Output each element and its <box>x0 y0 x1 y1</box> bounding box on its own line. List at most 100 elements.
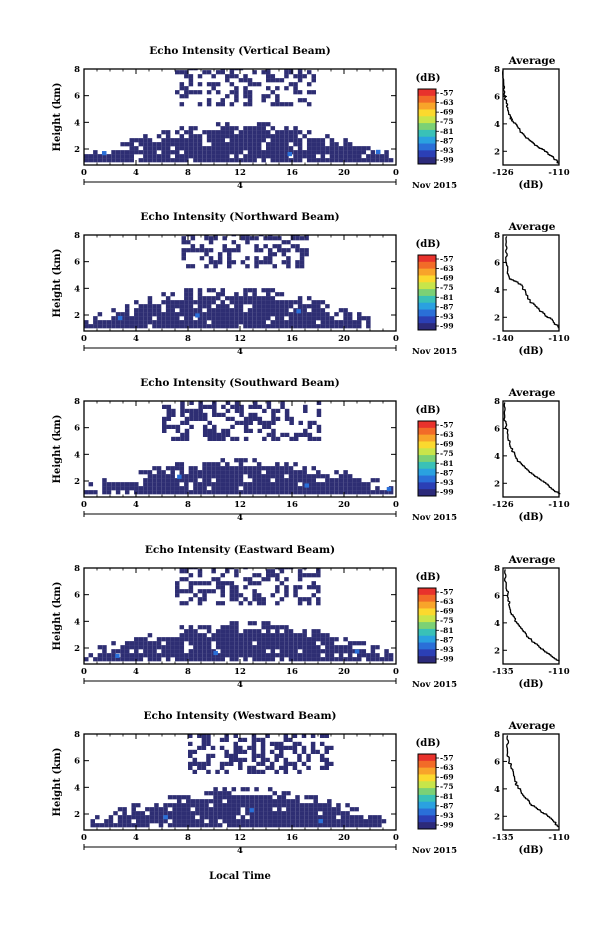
colorbar-tick: -63 <box>440 430 454 439</box>
x-tick-label: 20 <box>338 833 350 843</box>
average-y-tick: 8 <box>494 65 500 75</box>
colorbar-swatch <box>418 601 436 609</box>
colorbar-tick: -99 <box>440 821 454 830</box>
average-title: Average <box>508 554 556 566</box>
x-tick-label: 20 <box>338 500 350 510</box>
colorbar-swatch <box>418 95 436 104</box>
y-tick-label: 4 <box>74 118 80 128</box>
date-marker: 4 <box>237 347 243 357</box>
heatmap-echo-field <box>84 235 371 329</box>
average-profile-line <box>503 402 561 495</box>
colorbar-tick: -87 <box>440 302 454 311</box>
date-label: Nov 2015 <box>412 846 457 856</box>
colorbar-swatch <box>418 434 436 442</box>
x-tick-label: 12 <box>234 833 246 843</box>
colorbar-swatch <box>418 788 436 796</box>
colorbar-tick: -63 <box>440 264 454 273</box>
heatmap-echo-field <box>84 69 394 163</box>
x-tick-label: 4 <box>133 334 139 344</box>
average-x-tick: -110 <box>548 168 569 178</box>
average-x-tick: -126 <box>492 500 513 510</box>
average-y-tick: 8 <box>494 564 500 574</box>
colorbar-swatch <box>418 427 436 436</box>
y-tick-label: 8 <box>74 564 80 574</box>
colorbar-swatch <box>418 468 436 476</box>
average-y-tick: 6 <box>494 92 500 102</box>
colorbar-tick: -87 <box>440 136 454 145</box>
colorbar-tick: -69 <box>440 274 454 283</box>
y-tick-label: 4 <box>74 783 80 793</box>
average-y-tick: 6 <box>494 591 500 601</box>
y-tick-label: 8 <box>74 730 80 740</box>
x-axis-label: Local Time <box>209 871 271 882</box>
colorbar-tick: -75 <box>440 283 454 292</box>
average-profile-line <box>505 236 560 329</box>
colorbar-swatch <box>418 282 436 290</box>
panel-1: Echo Intensity (Vertical Beam) 0 4 8 12 16 20 0… <box>52 45 570 191</box>
average-y-tick: 2 <box>494 479 500 489</box>
x-tick-label: 0 <box>393 500 399 510</box>
x-tick-label: 16 <box>286 667 298 677</box>
colorbar-swatch <box>418 316 436 324</box>
colorbar-swatch <box>418 760 436 769</box>
y-tick-label: 4 <box>74 284 80 294</box>
colorbar-unit: (dB) <box>416 405 441 416</box>
x-tick-label: 16 <box>286 833 298 843</box>
average-frame <box>502 733 560 831</box>
colorbar-swatch <box>418 109 436 117</box>
average-x-tick: -110 <box>548 334 569 344</box>
x-tick-label: 12 <box>234 168 246 178</box>
average-y-tick: 6 <box>494 258 500 268</box>
colorbar-tick: -87 <box>440 468 454 477</box>
y-axis-label: Height (km) <box>52 83 63 152</box>
colorbar-tick: -69 <box>440 108 454 117</box>
x-tick-label: 16 <box>286 168 298 178</box>
y-tick-label: 2 <box>74 145 80 155</box>
y-tick-label: 4 <box>74 617 80 627</box>
x-tick-label: 20 <box>338 667 350 677</box>
y-tick-label: 6 <box>74 757 80 767</box>
x-tick-label: 8 <box>185 833 191 843</box>
colorbar-swatch <box>418 461 436 470</box>
average-title: Average <box>508 221 556 233</box>
colorbar-tick: -87 <box>440 801 454 810</box>
colorbar-unit: (dB) <box>416 738 441 749</box>
average-y-tick: 8 <box>494 730 500 740</box>
average-profile-line <box>506 735 559 828</box>
colorbar-unit: (dB) <box>416 572 441 583</box>
x-tick-label: 0 <box>81 168 87 178</box>
colorbar-tick: -75 <box>440 449 454 458</box>
colorbar-swatch <box>418 421 436 429</box>
colorbar-swatch <box>418 628 436 637</box>
colorbar-swatch <box>418 482 436 490</box>
colorbar-swatch <box>418 754 436 762</box>
x-tick-label: 8 <box>185 500 191 510</box>
average-y-tick: 4 <box>494 452 500 462</box>
colorbar-swatch <box>418 129 436 138</box>
x-tick-label: 0 <box>393 168 399 178</box>
colorbar-swatch <box>418 302 436 310</box>
panel-title: Echo Intensity (Vertical Beam) <box>149 45 330 57</box>
colorbar-tick: -57 <box>440 421 454 430</box>
panel-5: Echo Intensity (Westward Beam) 0 4 8 12 16 20 0… <box>52 710 570 856</box>
colorbar-swatch <box>418 448 436 456</box>
x-tick-label: 12 <box>234 334 246 344</box>
y-axis-label: Height (km) <box>52 415 63 484</box>
x-tick-label: 0 <box>393 334 399 344</box>
colorbar-swatch <box>418 615 436 623</box>
date-label: Nov 2015 <box>412 513 457 523</box>
colorbar-tick: -63 <box>440 597 454 606</box>
average-x-tick: -135 <box>492 833 513 843</box>
colorbar-swatch <box>418 656 436 664</box>
y-tick-label: 2 <box>74 810 80 820</box>
x-tick-label: 4 <box>133 833 139 843</box>
date-label: Nov 2015 <box>412 347 457 357</box>
colorbar-tick: -93 <box>440 478 454 487</box>
average-xlabel: (dB) <box>519 180 544 191</box>
panel-title: Echo Intensity (Westward Beam) <box>143 710 336 722</box>
colorbar-tick: -99 <box>440 655 454 664</box>
average-xlabel: (dB) <box>519 845 544 856</box>
colorbar-tick: -75 <box>440 782 454 791</box>
colorbar-swatch <box>418 489 436 497</box>
colorbar-swatch <box>418 157 436 165</box>
